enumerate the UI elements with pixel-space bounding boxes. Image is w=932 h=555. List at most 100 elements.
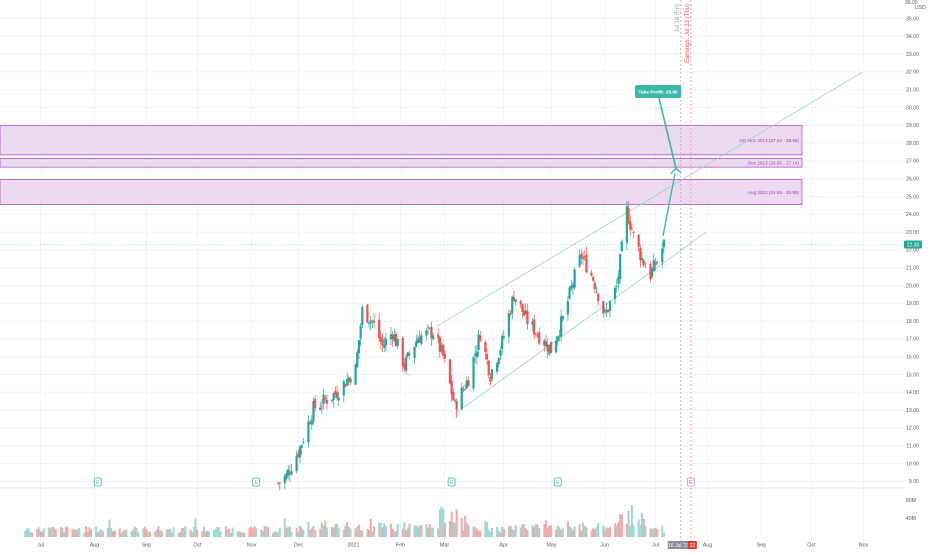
- volume-bar: [54, 529, 57, 537]
- earnings-marker[interactable]: [93, 477, 102, 487]
- candle-body: [440, 345, 443, 352]
- volume-bar: [334, 524, 337, 537]
- volume-bar: [408, 523, 411, 537]
- volume-bar: [123, 529, 126, 537]
- candle-body: [583, 256, 586, 257]
- volume-bar: [142, 528, 145, 537]
- resistance-zones[interactable]: Oct-Nov 2013 (27.34 - 28.98) Dec 2013 (26…: [0, 125, 803, 205]
- channel-line-upper[interactable]: [436, 71, 863, 327]
- volume-bar: [403, 521, 406, 537]
- candle-body: [418, 337, 421, 343]
- candle-body: [632, 231, 635, 233]
- candle-body: [592, 277, 595, 281]
- candle-body: [640, 257, 644, 261]
- zone-rect[interactable]: [0, 179, 803, 205]
- candle-body: [524, 310, 527, 314]
- volume-bar: [425, 523, 428, 537]
- volume-bar: [66, 527, 69, 537]
- volume-bar: [201, 531, 204, 537]
- volume-bar: [509, 525, 512, 537]
- zone-rect[interactable]: [0, 125, 803, 156]
- volume-bar: [226, 529, 229, 537]
- volume-bar: [595, 527, 598, 537]
- volume-bar: [620, 514, 623, 537]
- channel-line-lower[interactable]: [454, 231, 707, 414]
- volume-bar: [617, 522, 620, 537]
- candle-body: [566, 300, 569, 315]
- earnings-marker[interactable]: [252, 477, 261, 487]
- volume-bar: [383, 523, 386, 537]
- volume-bar: [619, 513, 622, 537]
- candle-body: [605, 309, 608, 313]
- candle-body: [613, 287, 617, 300]
- candle-body: [413, 346, 416, 359]
- volume-bar: [602, 525, 605, 537]
- volume-bar: [228, 528, 231, 537]
- candle-body: [302, 441, 305, 443]
- volume-bar: [84, 526, 87, 537]
- time-tick-label: Jul: [37, 543, 44, 549]
- candle-body: [507, 313, 511, 337]
- candle-body: [325, 400, 329, 404]
- time-axis[interactable]: Jul Aug Sep Oct Nov Dec 2021 Feb Mar Apr May Jun Jul…: [37, 541, 869, 549]
- volume-bar: [432, 527, 435, 537]
- volume-bar: [88, 527, 91, 537]
- volume-bar: [297, 531, 300, 537]
- volume-bar: [248, 528, 251, 537]
- volume-bar: [41, 532, 44, 537]
- price-axis[interactable]: 36.00 USD 35.00 34.00 33.00 32.00 31.00 30.00…: [904, 0, 926, 522]
- candle-body: [654, 262, 657, 266]
- volume-bar: [499, 532, 502, 537]
- volume-bar: [637, 519, 640, 537]
- volume-bar: [467, 524, 470, 537]
- axis-date-badge-2[interactable]: [687, 541, 697, 549]
- candle-body: [361, 306, 364, 326]
- volume-bar: [347, 527, 350, 537]
- last-price-badge[interactable]: [904, 240, 922, 249]
- volume-bar: [395, 531, 398, 537]
- take-profit-annotation[interactable]: Take Profit: 26.80: [635, 85, 682, 237]
- axis-date-badge-1[interactable]: [667, 541, 690, 549]
- price-tick-label: 32.00: [906, 70, 919, 76]
- volume-bar: [428, 524, 431, 537]
- price-tick-label: 13.00: [906, 408, 919, 414]
- volume-bar: [170, 532, 173, 537]
- price-tick-label: 25.00: [906, 194, 919, 200]
- take-profit-arrowhead: [670, 167, 682, 174]
- candle-body: [497, 357, 500, 364]
- zone-rect[interactable]: [0, 158, 803, 168]
- candle-body: [512, 297, 516, 301]
- candle-body: [474, 353, 477, 357]
- earnings-marker[interactable]: [686, 477, 695, 487]
- price-channel[interactable]: [436, 71, 863, 414]
- candle-body: [431, 335, 435, 340]
- volume-bar: [191, 532, 194, 537]
- price-tick-label: 27.00: [906, 159, 919, 165]
- volume-bar: [241, 531, 244, 537]
- volume-bar: [477, 531, 480, 537]
- volume-bar: [592, 528, 595, 537]
- candle-body: [342, 381, 345, 396]
- time-tick-label: May: [546, 543, 556, 549]
- volume-bar: [113, 530, 116, 537]
- price-tick-label: 18.00: [906, 319, 919, 325]
- earnings-marker[interactable]: [447, 477, 456, 487]
- volume-bar: [287, 527, 290, 537]
- grid-layer: [0, 0, 904, 541]
- volume-bar: [160, 531, 163, 537]
- take-profit-label-box[interactable]: [635, 85, 681, 98]
- candle-body: [391, 334, 394, 339]
- volume-bar: [566, 521, 569, 537]
- price-tick-label: 21.00: [906, 266, 919, 272]
- volume-bar: [64, 526, 67, 537]
- candle-body: [310, 420, 313, 425]
- volume-bar: [255, 527, 258, 537]
- volume-bar: [143, 526, 146, 537]
- price-tick-label: 34.00: [906, 34, 919, 40]
- volume-bar: [263, 526, 266, 537]
- volume-bar: [26, 528, 29, 537]
- earnings-marker[interactable]: [553, 477, 562, 487]
